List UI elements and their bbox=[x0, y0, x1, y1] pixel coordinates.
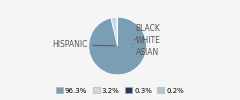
Wedge shape bbox=[111, 17, 118, 46]
Wedge shape bbox=[117, 17, 118, 46]
Wedge shape bbox=[89, 17, 146, 75]
Text: BLACK: BLACK bbox=[135, 24, 160, 40]
Wedge shape bbox=[117, 17, 118, 46]
Text: ASIAN: ASIAN bbox=[132, 47, 159, 57]
Text: WHITE: WHITE bbox=[132, 36, 160, 45]
Text: HISPANIC: HISPANIC bbox=[52, 40, 115, 49]
Legend: 96.3%, 3.2%, 0.3%, 0.2%: 96.3%, 3.2%, 0.3%, 0.2% bbox=[53, 85, 187, 96]
